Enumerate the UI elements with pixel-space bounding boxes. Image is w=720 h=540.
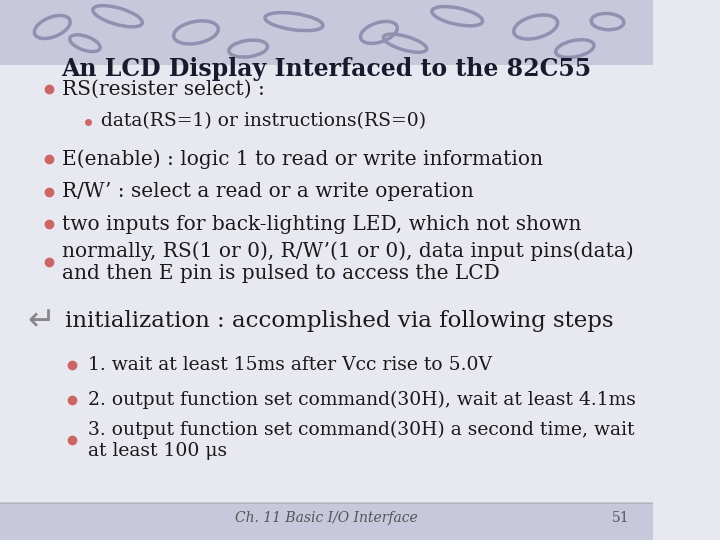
FancyBboxPatch shape [0,0,653,65]
Text: E(enable) : logic 1 to read or write information: E(enable) : logic 1 to read or write inf… [62,150,543,169]
Text: Ch. 11 Basic I/O Interface: Ch. 11 Basic I/O Interface [235,511,418,525]
Text: 2. output function set command(30H), wait at least 4.1ms: 2. output function set command(30H), wai… [88,390,636,409]
Text: initialization : accomplished via following steps: initialization : accomplished via follow… [66,310,614,332]
FancyBboxPatch shape [0,502,653,540]
Text: An LCD Display Interfaced to the 82C55: An LCD Display Interfaced to the 82C55 [61,57,592,80]
Text: 51: 51 [612,511,629,525]
Text: data(RS=1) or instructions(RS=0): data(RS=1) or instructions(RS=0) [102,112,426,131]
Text: 1. wait at least 15ms after Vcc rise to 5.0V: 1. wait at least 15ms after Vcc rise to … [88,355,492,374]
Text: RS(resister select) :: RS(resister select) : [62,79,265,99]
Text: R/W’ : select a read or a write operation: R/W’ : select a read or a write operatio… [62,182,474,201]
Text: normally, RS(1 or 0), R/W’(1 or 0), data input pins(data)
and then E pin is puls: normally, RS(1 or 0), R/W’(1 or 0), data… [62,241,634,283]
Text: two inputs for back-lighting LED, which not shown: two inputs for back-lighting LED, which … [62,214,582,234]
Text: ↵: ↵ [27,305,55,338]
Text: 3. output function set command(30H) a second time, wait
at least 100 μs: 3. output function set command(30H) a se… [88,421,635,460]
